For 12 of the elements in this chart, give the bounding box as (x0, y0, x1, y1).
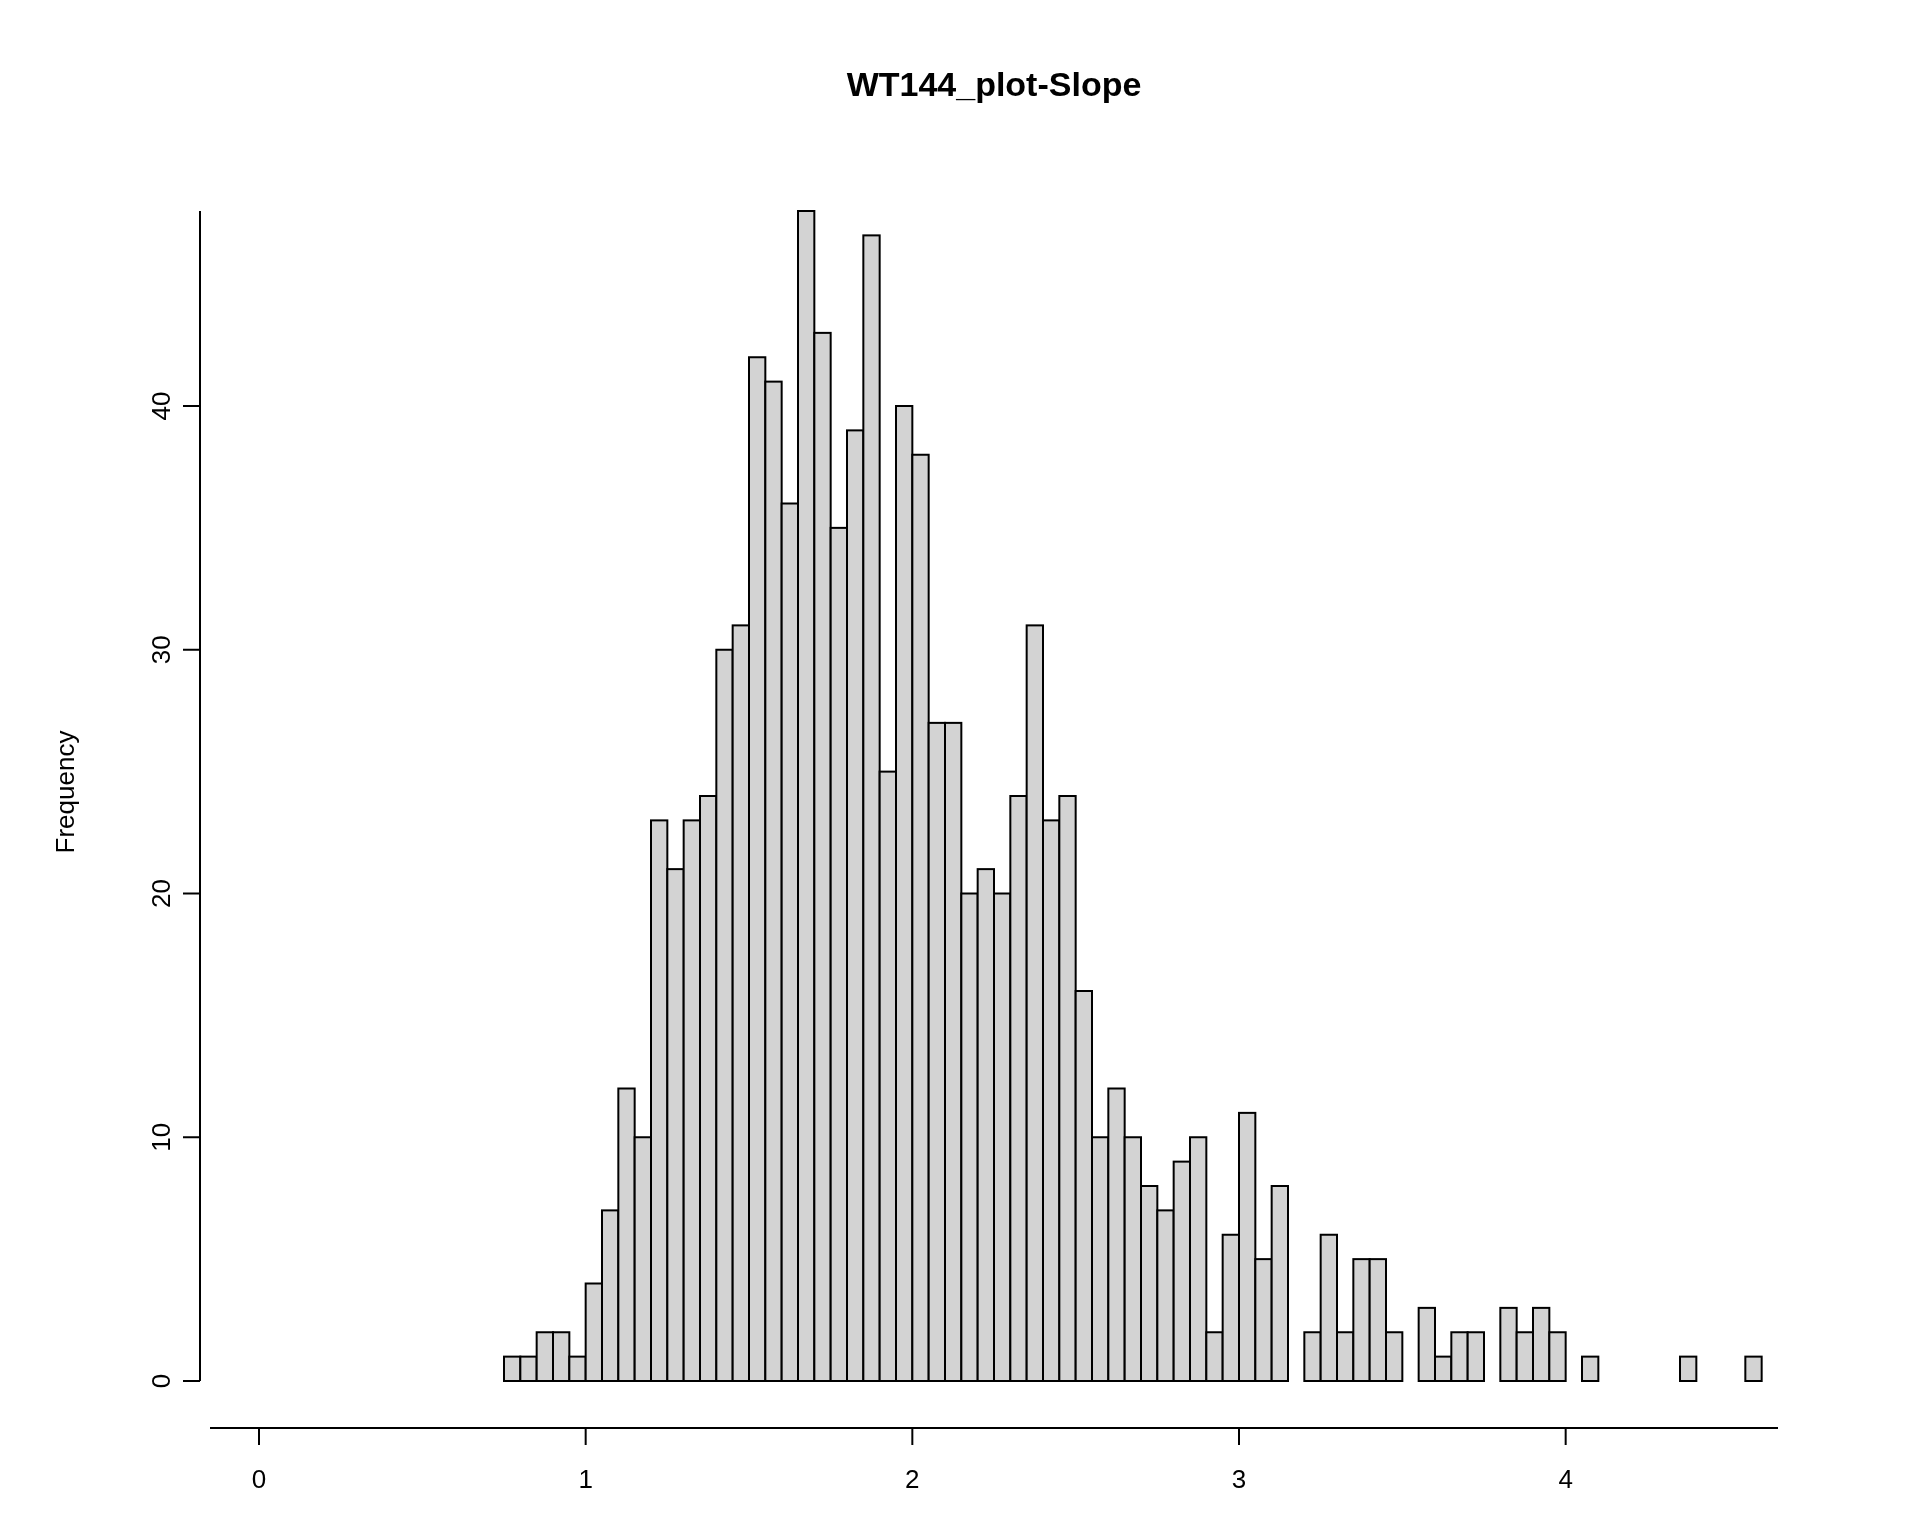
x-tick-label: 0 (251, 1464, 267, 1494)
x-tick-label: 3 (1231, 1464, 1247, 1494)
x-tick-label: 4 (1558, 1464, 1573, 1494)
y-axis-title: Frequency (50, 730, 80, 854)
y-tick-label: 0 (146, 1373, 176, 1389)
y-tick-label: 30 (146, 635, 176, 665)
x-tick-label: 2 (905, 1464, 920, 1494)
x-tick-label: 1 (578, 1464, 593, 1494)
chart-title: WT144_plot-Slope (846, 65, 1142, 103)
y-tick-label: 40 (146, 391, 176, 421)
y-tick-label: 20 (146, 879, 176, 908)
y-tick-label: 10 (146, 1122, 176, 1152)
